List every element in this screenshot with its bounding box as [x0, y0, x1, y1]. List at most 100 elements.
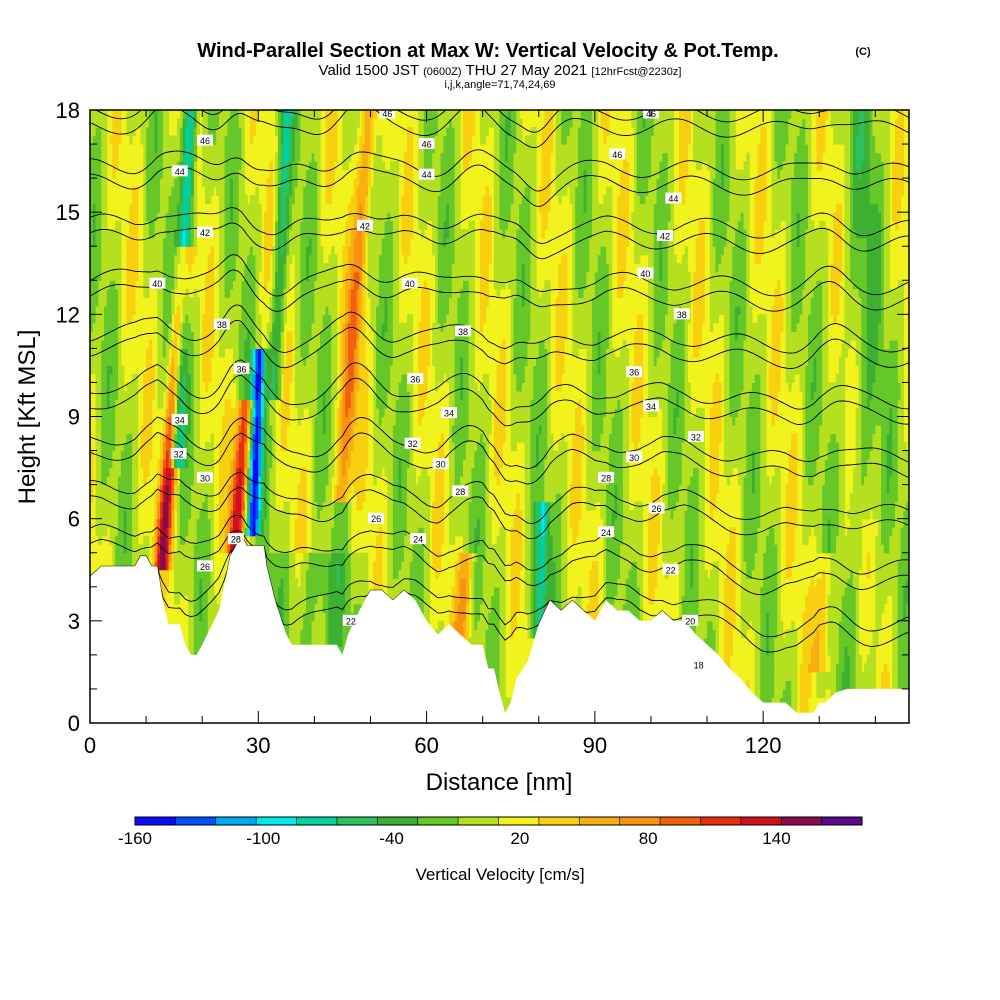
- velocity-cell: [277, 178, 282, 188]
- velocity-cell: [224, 212, 228, 222]
- velocity-cell: [339, 322, 343, 332]
- velocity-cell: [146, 195, 150, 205]
- velocity-cell: [191, 169, 195, 179]
- velocity-cell: [325, 169, 329, 179]
- velocity-cell: [283, 501, 287, 511]
- velocity-cell: [328, 408, 332, 418]
- velocity-cell: [109, 467, 113, 477]
- velocity-cell: [280, 144, 285, 154]
- velocity-cell: [266, 212, 271, 222]
- velocity-cell: [286, 195, 290, 205]
- velocity-cell: [224, 331, 228, 341]
- velocity-cell: [235, 373, 240, 383]
- velocity-cell: [297, 373, 301, 383]
- velocity-cell: [174, 561, 178, 571]
- velocity-cell: [311, 391, 315, 401]
- velocity-cell: [126, 535, 130, 545]
- velocity-cell: [120, 561, 125, 571]
- velocity-cell: [269, 510, 273, 520]
- velocity-cell: [176, 220, 181, 230]
- velocity-cell: [193, 561, 198, 571]
- velocity-cell: [235, 212, 240, 222]
- velocity-cell: [134, 544, 139, 554]
- velocity-cell: [269, 484, 273, 494]
- velocity-cell: [188, 110, 192, 120]
- velocity-cell: [230, 212, 234, 222]
- velocity-cell: [230, 178, 234, 188]
- velocity-cell: [126, 467, 130, 477]
- velocity-cell: [219, 203, 223, 213]
- velocity-cell: [314, 263, 318, 273]
- velocity-cell: [115, 450, 119, 460]
- velocity-cell: [291, 135, 296, 145]
- velocity-cell: [174, 263, 178, 273]
- velocity-cell: [289, 186, 293, 196]
- velocity-cell: [238, 450, 243, 460]
- velocity-cell: [275, 212, 279, 222]
- velocity-cell: [227, 118, 231, 128]
- velocity-cell: [162, 288, 167, 298]
- velocity-cell: [157, 365, 161, 375]
- velocity-cell: [182, 297, 186, 307]
- velocity-cell: [101, 195, 105, 205]
- velocity-cell: [311, 518, 315, 528]
- velocity-cell: [230, 237, 234, 247]
- velocity-cell: [188, 433, 192, 443]
- velocity-cell: [320, 425, 324, 435]
- velocity-cell: [334, 629, 338, 639]
- velocity-cell: [314, 288, 318, 298]
- velocity-cell: [336, 527, 341, 537]
- velocity-cell: [314, 161, 318, 171]
- velocity-cell: [174, 501, 178, 511]
- velocity-cell: [115, 535, 119, 545]
- velocity-cell: [143, 544, 147, 554]
- velocity-cell: [109, 535, 113, 545]
- velocity-cell: [320, 399, 324, 409]
- velocity-cell: [109, 339, 113, 349]
- velocity-cell: [115, 110, 119, 120]
- velocity-cell: [249, 314, 254, 324]
- velocity-cell: [300, 356, 304, 366]
- velocity-cell: [179, 365, 184, 375]
- velocity-cell: [311, 356, 315, 366]
- velocity-cell: [185, 425, 189, 435]
- velocity-cell: [230, 118, 234, 128]
- velocity-cell: [241, 450, 245, 460]
- velocity-cell: [179, 527, 184, 537]
- velocity-cell: [247, 425, 251, 435]
- velocity-cell: [308, 297, 313, 307]
- velocity-cell: [104, 416, 108, 426]
- velocity-cell: [331, 595, 335, 605]
- velocity-cell: [182, 467, 186, 477]
- velocity-cell: [134, 552, 139, 562]
- velocity-cell: [213, 127, 217, 137]
- velocity-cell: [143, 135, 147, 145]
- velocity-cell: [134, 399, 139, 409]
- velocity-cell: [314, 382, 318, 392]
- velocity-cell: [317, 280, 321, 290]
- velocity-cell: [314, 620, 318, 630]
- velocity-cell: [320, 408, 324, 418]
- velocity-cell: [160, 459, 164, 469]
- velocity-cell: [210, 186, 214, 196]
- velocity-cell: [269, 220, 273, 230]
- velocity-cell: [255, 399, 259, 409]
- velocity-cell: [168, 152, 172, 162]
- velocity-cell: [238, 297, 243, 307]
- velocity-cell: [154, 510, 158, 520]
- velocity-cell: [98, 305, 102, 315]
- velocity-cell: [188, 442, 192, 452]
- velocity-cell: [306, 586, 310, 596]
- velocity-cell: [289, 144, 293, 154]
- velocity-cell: [109, 425, 113, 435]
- velocity-cell: [148, 220, 153, 230]
- velocity-cell: [165, 578, 170, 588]
- velocity-cell: [303, 552, 307, 562]
- velocity-cell: [283, 391, 287, 401]
- velocity-cell: [213, 595, 217, 605]
- velocity-cell: [331, 569, 335, 579]
- velocity-cell: [331, 408, 335, 418]
- velocity-cell: [314, 518, 318, 528]
- velocity-cell: [297, 620, 301, 630]
